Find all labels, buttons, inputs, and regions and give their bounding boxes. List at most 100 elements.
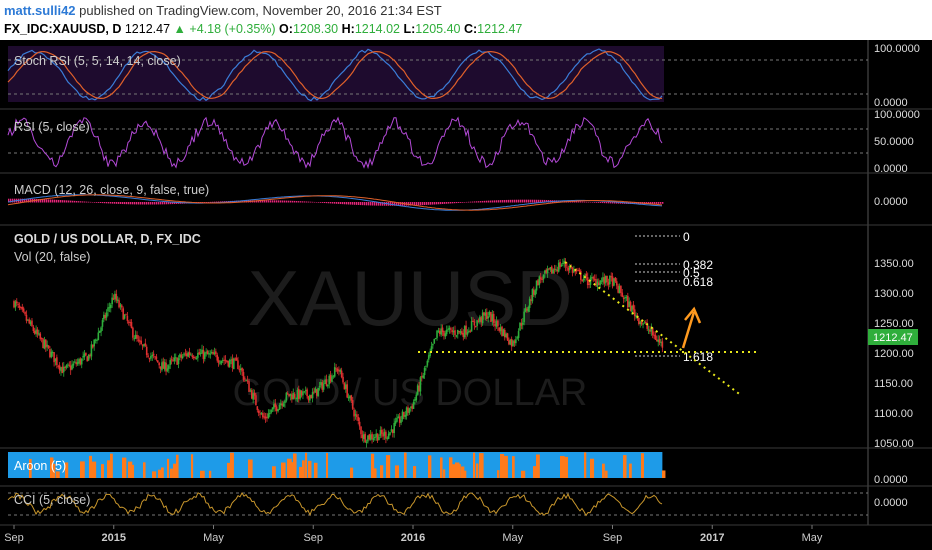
candle-body — [64, 366, 66, 368]
macd-histogram-bar — [50, 199, 52, 203]
candle-body — [78, 359, 80, 364]
macd-histogram-bar — [286, 200, 288, 203]
aroon-down-bar — [503, 455, 508, 478]
aroon-down-bar — [131, 464, 135, 478]
rsi-path — [7, 116, 663, 170]
macd-histogram-bar — [74, 200, 76, 203]
candle-body — [494, 323, 496, 326]
candle-body — [24, 311, 26, 315]
candle-body — [141, 344, 144, 346]
macd-histogram-bar — [416, 202, 418, 206]
candle-body — [526, 308, 528, 311]
candle-body — [473, 321, 476, 326]
macd-histogram-bar — [22, 198, 24, 203]
candle-body — [147, 355, 149, 357]
candle-body — [618, 286, 621, 294]
macd-histogram-bar — [578, 201, 580, 203]
candle-body — [137, 339, 140, 341]
high-label: H: — [341, 22, 355, 36]
macd-histogram-bar — [444, 202, 446, 204]
candle-body — [61, 366, 64, 374]
header-bar: matt.sulli42 published on TradingView.co… — [0, 0, 932, 40]
candle-body — [483, 312, 485, 316]
candle-body — [599, 280, 601, 286]
candle-body — [53, 352, 55, 363]
macd-histogram-bar — [492, 200, 494, 203]
candle-body — [372, 438, 375, 440]
cci-line — [7, 491, 663, 517]
candle-body — [371, 433, 373, 439]
candle-body — [329, 375, 332, 382]
aroon-down-bar — [476, 463, 479, 478]
candle-body — [273, 404, 275, 409]
aroon-down-bar — [497, 470, 500, 478]
candle-body — [450, 328, 452, 330]
time-axis[interactable]: Sep 2015 May Sep 2016 May Sep 2017 May — [4, 525, 823, 544]
candle-body — [538, 276, 541, 285]
macd-histogram-bar — [304, 201, 306, 203]
aroon-down-bar — [107, 460, 112, 478]
macd-histogram-bar — [148, 202, 150, 205]
candle-body — [96, 339, 98, 341]
candle-body — [503, 329, 506, 338]
candle-body — [414, 399, 416, 402]
candle-body — [162, 361, 165, 369]
username-link[interactable]: matt.sulli42 — [4, 3, 76, 18]
arrow-up-icon[interactable] — [681, 306, 702, 349]
candle-body — [567, 267, 570, 271]
macd-histogram-bar — [142, 202, 144, 205]
macd-histogram-bar — [210, 201, 212, 203]
macd-histogram-bar — [586, 201, 588, 203]
aroon-down-bar — [443, 469, 446, 478]
candle-body — [257, 410, 260, 413]
candle-body — [552, 269, 554, 274]
macd-histogram-bar — [572, 201, 574, 203]
candle-body — [314, 388, 317, 393]
macd-histogram-bar — [480, 201, 482, 203]
aroon-down-bar — [209, 470, 212, 478]
candle-body — [75, 362, 78, 365]
candle-body — [291, 394, 293, 400]
macd-histogram-bar — [56, 199, 58, 203]
cci-label: CCI (5, close) — [14, 493, 90, 507]
candle-body — [361, 434, 364, 438]
candle-body — [129, 322, 131, 324]
aroon-down-bar — [122, 457, 127, 478]
macd-histogram-bar — [660, 202, 662, 204]
macd-histogram-bar — [524, 199, 526, 203]
candle-body — [285, 392, 288, 401]
candle-body — [13, 300, 15, 308]
candle-body — [343, 383, 346, 390]
macd-histogram-bar — [52, 199, 54, 203]
cci-tick: 0.0000 — [874, 497, 908, 509]
candle-body — [656, 339, 658, 342]
downtrend-line[interactable] — [564, 261, 743, 397]
x-tick-label: 2016 — [401, 532, 425, 544]
candle-body — [97, 332, 100, 341]
candle-body — [65, 365, 68, 368]
candle-body — [191, 355, 194, 358]
candle-body — [202, 350, 205, 360]
candle-body — [58, 365, 61, 371]
aroon-down-bar — [449, 457, 453, 478]
candle-body — [72, 363, 75, 366]
candle-body — [195, 358, 198, 360]
macd-histogram-bar — [596, 202, 598, 203]
fib-label-05: 0.5 — [683, 266, 700, 280]
macd-histogram-bar — [144, 202, 146, 205]
candle-body — [86, 356, 89, 362]
candle-body — [389, 432, 391, 435]
candle-body — [423, 367, 426, 376]
macd-histogram-bar — [604, 202, 606, 204]
x-tick-label: Sep — [4, 532, 24, 544]
macd-histogram-bar — [494, 200, 496, 203]
candle-body — [233, 358, 235, 370]
candle-body — [327, 384, 329, 387]
pane-separators — [0, 108, 932, 526]
candle-body — [448, 327, 451, 330]
candle-body — [317, 387, 319, 397]
candle-body — [230, 359, 232, 361]
macd-histogram-bar — [320, 202, 322, 203]
candle-body — [531, 289, 534, 302]
